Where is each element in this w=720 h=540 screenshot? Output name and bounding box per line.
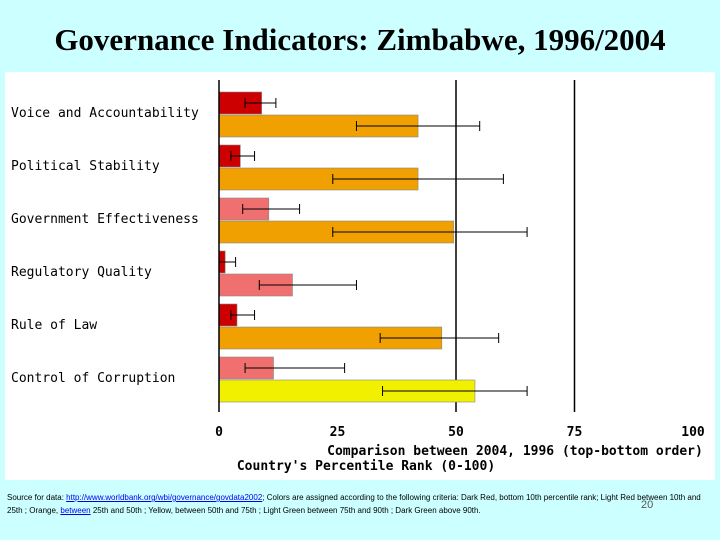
between-link[interactable]: between (60, 506, 91, 515)
x-tick-label: 0 (215, 425, 223, 440)
x-tick-label: 75 (567, 425, 583, 440)
source-link[interactable]: http://www.worldbank.org/wbi/governance/… (66, 493, 263, 502)
category-label: Rule of Law (11, 318, 97, 333)
category-label: Control of Corruption (11, 371, 175, 386)
x-tick-label: 25 (330, 425, 346, 440)
governance-bar-chart: Voice and Accountability Political Stabil… (11, 80, 705, 474)
slide-title: Governance Indicators: Zimbabwe, 1996/20… (54, 22, 666, 57)
footer-criteria: ; Colors are assigned according to the f… (7, 493, 701, 515)
source-footer: Source for data: http://www.worldbank.or… (7, 491, 707, 517)
category-label: Government Effectiveness (11, 212, 199, 227)
x-axis-label-line2: Country's Percentile Rank (0-100) (237, 459, 495, 474)
footer-criteria-rest: 25th and 50th ; Yellow, between 50th and… (90, 506, 481, 515)
category-label: Voice and Accountability (11, 106, 199, 121)
slide-number: 20 (641, 499, 654, 511)
x-axis-label-line1: Comparison between 2004, 1996 (top-botto… (327, 444, 703, 459)
chart-panel: Voice and Accountability Political Stabil… (5, 72, 715, 480)
x-tick-label: 50 (448, 425, 464, 440)
category-label: Regulatory Quality (11, 265, 152, 280)
footer-source-prefix: Source for data: (7, 493, 67, 502)
category-label: Political Stability (11, 159, 160, 174)
x-tick-label: 100 (681, 425, 705, 440)
